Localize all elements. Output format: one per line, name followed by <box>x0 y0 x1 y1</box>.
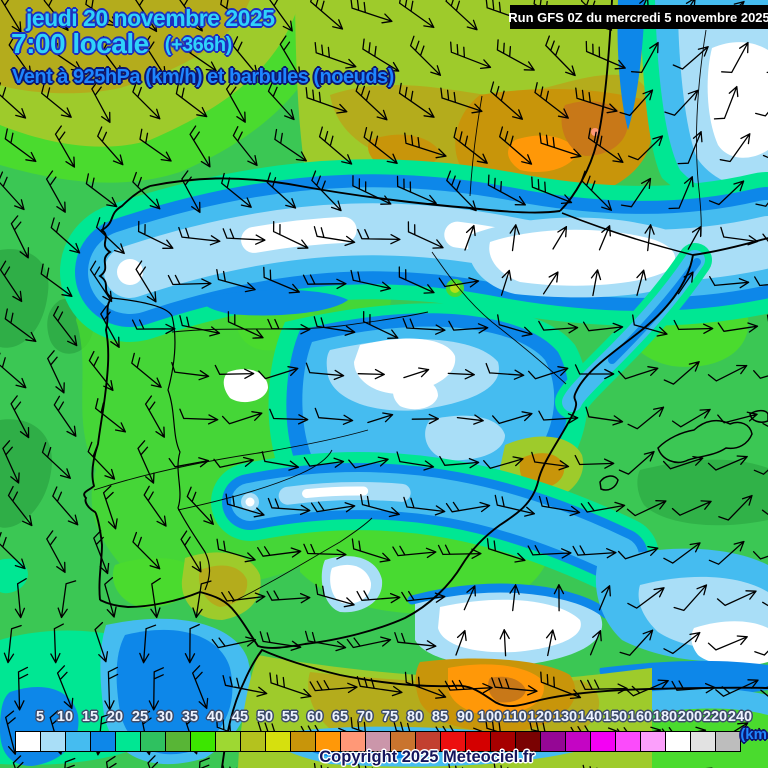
date-label: jeudi 20 novembre 2025 <box>26 5 275 31</box>
local-time-text: 7:00 locale <box>11 28 149 59</box>
rivers <box>93 29 707 603</box>
northeast-corner-calm-zone <box>617 0 768 215</box>
balearic-islands <box>599 409 768 491</box>
forecast-offset-label: (+366h) <box>164 34 233 56</box>
granada-calm-spot <box>321 556 383 613</box>
run-info-box: Run GFS 0Z du mercredi 5 novembre 2025 <box>508 5 768 29</box>
ebro-calm-zone <box>468 217 698 298</box>
mediterranean-patch <box>637 459 768 526</box>
unit-label: (km <box>740 726 767 743</box>
coastlines <box>83 0 768 768</box>
country-borders <box>111 212 694 591</box>
copyright-label: Copyright 2025 Meteociel.fr <box>319 748 535 766</box>
variable-label: Vent à 925hPa (km/h) et barbules (noeuds… <box>12 66 394 88</box>
south-wind-band <box>211 452 659 595</box>
alboran-calm-zone <box>407 583 611 666</box>
time-label: 7:00 locale (+366h) <box>11 28 232 60</box>
run-info-text: Run GFS 0Z du mercredi 5 novembre 2025 <box>508 9 768 25</box>
